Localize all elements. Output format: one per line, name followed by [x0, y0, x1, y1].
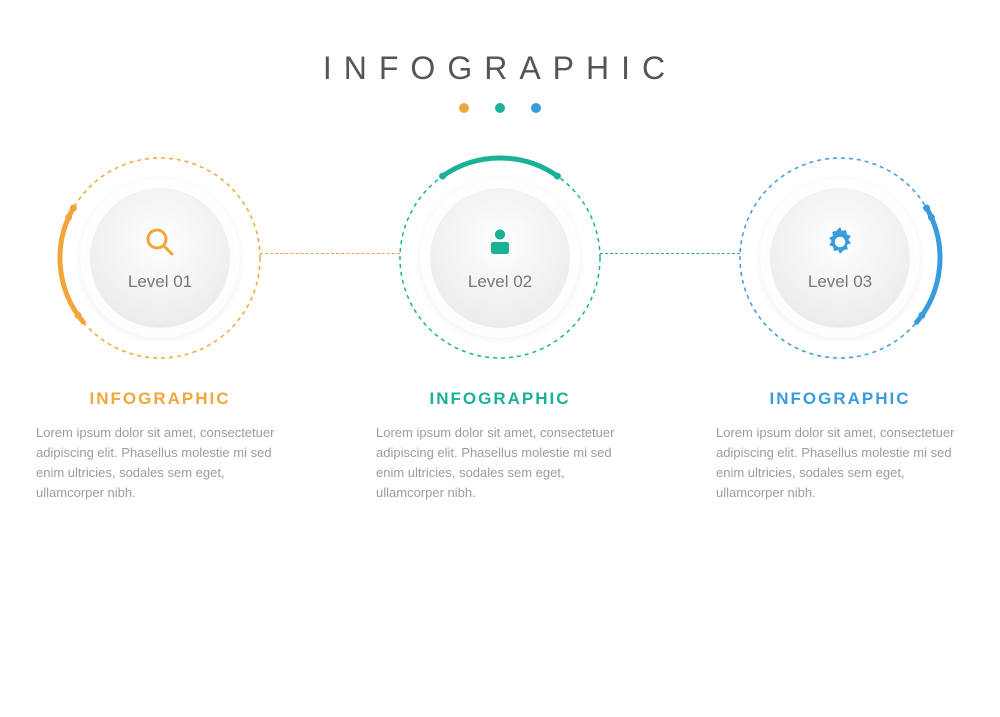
accent-dots-row: [0, 103, 1000, 113]
page-title: INFOGRAPHIC: [0, 50, 1000, 87]
accent-dot: [495, 103, 505, 113]
step: Level 02 INFOGRAPHIC Lorem ipsum dolor sit…: [370, 153, 630, 504]
step-heading: INFOGRAPHIC: [770, 389, 911, 409]
step-inner-circle: Level 02: [420, 178, 580, 338]
level-label: Level 02: [468, 272, 532, 292]
step-body: Lorem ipsum dolor sit amet, consectetuer…: [30, 423, 290, 504]
step-inner-circle: Level 03: [760, 178, 920, 338]
step-heading: INFOGRAPHIC: [430, 389, 571, 409]
step: Level 01 INFOGRAPHIC Lorem ipsum dolor sit…: [30, 153, 290, 504]
search-icon: [142, 224, 178, 260]
level-label: Level 03: [808, 272, 872, 292]
user-icon: [482, 224, 518, 260]
step-body: Lorem ipsum dolor sit amet, consectetuer…: [370, 423, 630, 504]
step-heading: INFOGRAPHIC: [90, 389, 231, 409]
step: Level 03 INFOGRAPHIC Lorem ipsum dolor sit…: [710, 153, 970, 504]
accent-dot: [459, 103, 469, 113]
step-circle-area: Level 02: [395, 153, 605, 363]
step-circle-area: Level 01: [55, 153, 265, 363]
accent-dot: [531, 103, 541, 113]
step-circle-area: Level 03: [735, 153, 945, 363]
level-label: Level 01: [128, 272, 192, 292]
steps-container: Level 01 INFOGRAPHIC Lorem ipsum dolor sit…: [0, 153, 1000, 504]
step-body: Lorem ipsum dolor sit amet, consectetuer…: [710, 423, 970, 504]
step-inner-circle: Level 01: [80, 178, 240, 338]
gear-icon: [822, 224, 858, 260]
